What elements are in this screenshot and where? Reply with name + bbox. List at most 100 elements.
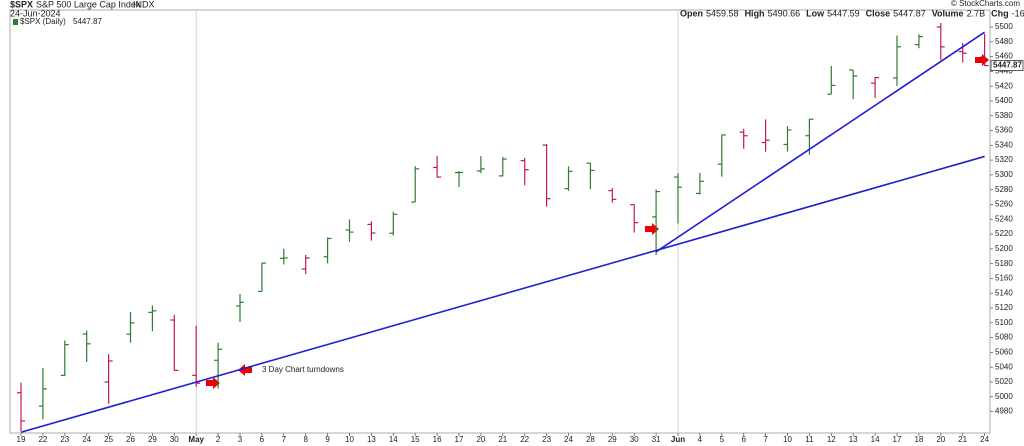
y-tick-label: 5240 xyxy=(995,214,1013,223)
exchange: INDX xyxy=(133,0,155,9)
x-tick-label: 5 xyxy=(720,435,725,444)
stat-label: Low xyxy=(806,8,825,18)
x-tick-label: 29 xyxy=(148,435,157,444)
x-tick-label: 20 xyxy=(476,435,485,444)
chart-title: $SPX xyxy=(10,0,33,9)
y-tick-label: 5100 xyxy=(995,318,1013,327)
y-tick-label: 5380 xyxy=(995,111,1013,120)
x-tick-label: 23 xyxy=(60,435,69,444)
y-tick-label: 5280 xyxy=(995,185,1013,194)
chart-subtitle: S&P 500 Large Cap Index xyxy=(36,0,141,9)
x-tick-label: 8 xyxy=(303,435,308,444)
x-tick-label: 18 xyxy=(914,435,923,444)
plot-frame xyxy=(9,9,991,434)
y-tick-label: 5120 xyxy=(995,303,1013,312)
x-tick-label: 17 xyxy=(893,435,902,444)
stat-value: 2.7B xyxy=(967,8,986,18)
stat-value: -16.75 (-0.31%) xyxy=(1012,8,1024,18)
y-tick-label: 5200 xyxy=(995,244,1013,253)
y-tick-label: 5320 xyxy=(995,155,1013,164)
y-tick-label: 5440 xyxy=(995,66,1013,75)
x-tick-label: May xyxy=(188,435,204,444)
chart-date: 24-Jun-2024 xyxy=(10,8,61,18)
x-tick-label: 14 xyxy=(389,435,398,444)
y-tick-label: 5220 xyxy=(995,229,1013,238)
x-tick-label: 19 xyxy=(17,435,26,444)
arrow xyxy=(206,377,220,389)
x-tick-label: 4 xyxy=(698,435,703,444)
x-tick-label: 11 xyxy=(805,435,814,444)
x-tick-label: 21 xyxy=(498,435,507,444)
x-tick-label: 14 xyxy=(871,435,880,444)
x-tick-label: 20 xyxy=(936,435,945,444)
x-tick-label: 2 xyxy=(216,435,221,444)
stat-value: 5447.87 xyxy=(893,8,926,18)
y-tick-label: 5180 xyxy=(995,259,1013,268)
trendline xyxy=(655,31,986,253)
y-tick-label: 5460 xyxy=(995,52,1013,61)
x-tick-label: 7 xyxy=(282,435,287,444)
x-tick-label: 16 xyxy=(433,435,442,444)
price-box xyxy=(990,60,1024,71)
stat-label: Volume xyxy=(932,8,964,18)
stat-value: 5490.66 xyxy=(768,8,801,18)
y-tick-label: 5480 xyxy=(995,37,1013,46)
y-tick-label: 5140 xyxy=(995,288,1013,297)
x-tick-label: 30 xyxy=(630,435,639,444)
x-tick-label: 31 xyxy=(652,435,661,444)
x-tick-label: 3 xyxy=(238,435,243,444)
x-tick-label: 6 xyxy=(741,435,746,444)
source: © StockCharts.com xyxy=(951,0,1020,8)
y-tick-label: 4980 xyxy=(995,407,1013,416)
y-tick-label: 5260 xyxy=(995,200,1013,209)
x-tick-label: 24 xyxy=(82,435,91,444)
y-tick-label: 5360 xyxy=(995,126,1013,135)
y-tick-label: 5060 xyxy=(995,348,1013,357)
x-tick-label: 26 xyxy=(126,435,135,444)
x-tick-label: 30 xyxy=(170,435,179,444)
x-tick-label: 22 xyxy=(520,435,529,444)
x-tick-label: 24 xyxy=(980,435,989,444)
stat-label: Open xyxy=(680,8,703,18)
legend-swatch xyxy=(13,19,18,25)
x-tick-label: 28 xyxy=(586,435,595,444)
x-tick-label: 25 xyxy=(104,435,113,444)
y-tick-label: 5300 xyxy=(995,170,1013,179)
x-tick-label: 12 xyxy=(827,435,836,444)
x-tick-label: 7 xyxy=(763,435,768,444)
y-tick-label: 5080 xyxy=(995,333,1013,342)
x-tick-label: 24 xyxy=(564,435,573,444)
x-tick-label: 10 xyxy=(783,435,792,444)
x-tick-label: 9 xyxy=(325,435,330,444)
legend-value: 5447.87 xyxy=(73,17,102,26)
y-tick-label: 5160 xyxy=(995,274,1013,283)
y-tick-label: 5040 xyxy=(995,362,1013,371)
x-tick-label: 21 xyxy=(958,435,967,444)
trendline xyxy=(20,155,985,434)
last-price: 5447.87 xyxy=(993,61,1022,70)
y-tick-label: 5420 xyxy=(995,81,1013,90)
stat-label: High xyxy=(745,8,765,18)
x-tick-label: 29 xyxy=(608,435,617,444)
y-tick-label: 5340 xyxy=(995,140,1013,149)
y-tick-label: 5000 xyxy=(995,392,1013,401)
x-tick-label: 13 xyxy=(849,435,858,444)
x-tick-label: 15 xyxy=(411,435,420,444)
y-tick-label: 5020 xyxy=(995,377,1013,386)
y-tick-label: 5400 xyxy=(995,96,1013,105)
stats: Open 5459.58 High 5490.66 Low 5447.59 Close 544… xyxy=(680,8,1024,18)
x-tick-label: Jun xyxy=(671,435,685,444)
legend-label: $SPX (Daily) xyxy=(20,17,66,26)
stat-label: Chg xyxy=(991,8,1009,18)
x-tick-label: 22 xyxy=(38,435,47,444)
x-tick-label: 17 xyxy=(455,435,464,444)
stat-value: 5447.59 xyxy=(827,8,860,18)
x-tick-label: 13 xyxy=(367,435,376,444)
x-tick-label: 10 xyxy=(345,435,354,444)
x-tick-label: 23 xyxy=(542,435,551,444)
y-tick-label: 5500 xyxy=(995,22,1013,31)
stat-label: Close xyxy=(866,8,891,18)
stat-value: 5459.58 xyxy=(706,8,739,18)
